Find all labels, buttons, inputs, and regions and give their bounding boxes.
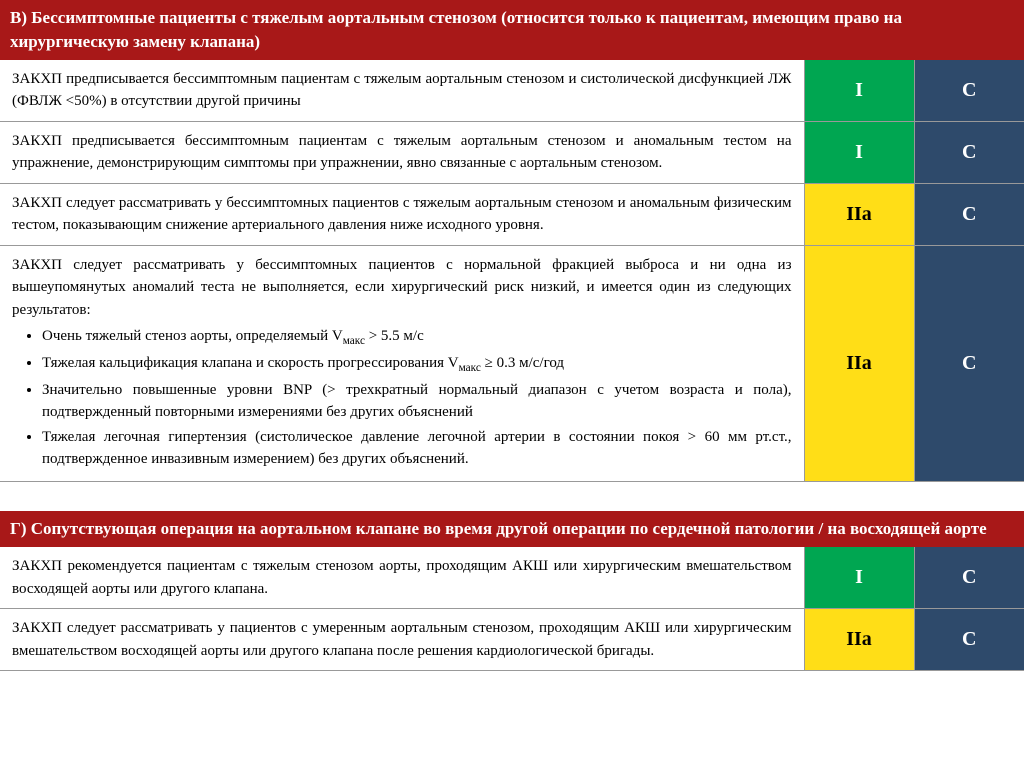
bullet-list: Очень тяжелый стеноз аорты, определяемый… bbox=[42, 325, 792, 471]
class-cell: I bbox=[804, 547, 914, 609]
guidelines-table: В) Бессимптомные пациенты с тяжелым аорт… bbox=[0, 0, 1024, 671]
description-cell: ЗАКХП предписывается бессимптомным пацие… bbox=[0, 60, 804, 122]
table-row: ЗАКХП рекомендуется пациентам с тяжелым … bbox=[0, 547, 1024, 609]
description-cell: ЗАКХП следует рассматривать у пациентов … bbox=[0, 609, 804, 671]
bullet-item: Тяжелая кальцификация клапана и скорость… bbox=[42, 352, 792, 377]
description-cell: ЗАКХП предписывается бессимптомным пацие… bbox=[0, 121, 804, 183]
table-row: ЗАКХП предписывается бессимптомным пацие… bbox=[0, 60, 1024, 122]
evidence-cell: C bbox=[914, 245, 1024, 481]
description-cell: ЗАКХП рекомендуется пациентам с тяжелым … bbox=[0, 547, 804, 609]
table-row: ЗАКХП следует рассматривать у бессимптом… bbox=[0, 183, 1024, 245]
class-cell: IIa bbox=[804, 245, 914, 481]
section-header: В) Бессимптомные пациенты с тяжелым аорт… bbox=[0, 0, 1024, 60]
spacer-row bbox=[0, 481, 1024, 511]
section-title: Г) Сопутствующая операция на аортальном … bbox=[0, 511, 1024, 547]
evidence-cell: C bbox=[914, 60, 1024, 122]
evidence-cell: C bbox=[914, 609, 1024, 671]
evidence-cell: C bbox=[914, 121, 1024, 183]
class-cell: IIa bbox=[804, 609, 914, 671]
evidence-cell: C bbox=[914, 547, 1024, 609]
table-row: ЗАКХП следует рассматривать у бессимптом… bbox=[0, 245, 1024, 481]
class-cell: I bbox=[804, 121, 914, 183]
table-row: ЗАКХП предписывается бессимптомным пацие… bbox=[0, 121, 1024, 183]
section-header: Г) Сопутствующая операция на аортальном … bbox=[0, 511, 1024, 547]
class-cell: I bbox=[804, 60, 914, 122]
class-cell: IIa bbox=[804, 183, 914, 245]
bullet-item: Очень тяжелый стеноз аорты, определяемый… bbox=[42, 325, 792, 350]
section-title: В) Бессимптомные пациенты с тяжелым аорт… bbox=[0, 0, 1024, 60]
table-row: ЗАКХП следует рассматривать у пациентов … bbox=[0, 609, 1024, 671]
bullet-item: Значительно повышенные уровни BNP (> тре… bbox=[42, 379, 792, 424]
bullet-item: Тяжелая легочная гипертензия (систоличес… bbox=[42, 426, 792, 471]
description-cell: ЗАКХП следует рассматривать у бессимптом… bbox=[0, 245, 804, 481]
evidence-cell: C bbox=[914, 183, 1024, 245]
description-cell: ЗАКХП следует рассматривать у бессимптом… bbox=[0, 183, 804, 245]
